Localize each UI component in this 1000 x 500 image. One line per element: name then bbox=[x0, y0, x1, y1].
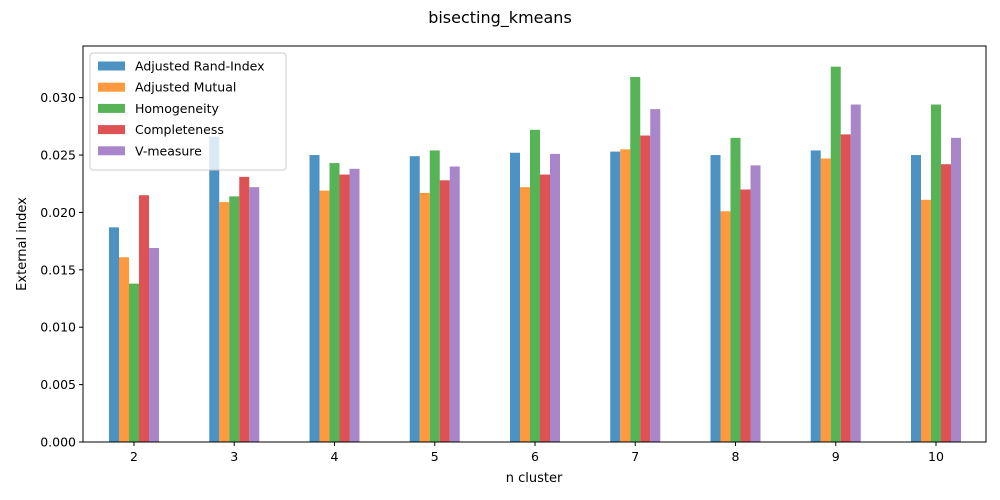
bar-homogeneity-4 bbox=[329, 163, 340, 442]
bar-adjusted-mutual-3 bbox=[219, 202, 230, 442]
bar-completeness-6 bbox=[540, 174, 550, 442]
bar-adjusted-rand-index-8 bbox=[710, 155, 721, 443]
y-tick-label: 0.005 bbox=[40, 377, 76, 392]
x-tick-label: 10 bbox=[928, 449, 944, 464]
bar-adjusted-rand-index-7 bbox=[610, 151, 621, 442]
legend-label: Homogeneity bbox=[135, 101, 219, 116]
bar-homogeneity-5 bbox=[429, 150, 440, 442]
bar-adjusted-rand-index-3 bbox=[209, 136, 220, 442]
bar-homogeneity-2 bbox=[129, 283, 139, 442]
x-tick-label: 8 bbox=[732, 449, 740, 464]
legend-swatch bbox=[98, 146, 125, 156]
bar-homogeneity-9 bbox=[830, 66, 841, 442]
bar-adjusted-mutual-5 bbox=[419, 192, 430, 442]
bar-adjusted-mutual-9 bbox=[820, 158, 831, 443]
bar-completeness-3 bbox=[239, 176, 250, 442]
legend-label: V-measure bbox=[135, 143, 202, 158]
bar-adjusted-mutual-4 bbox=[319, 190, 330, 442]
legend: Adjusted Rand-Index Adjusted Mutual Homoge… bbox=[89, 52, 287, 171]
bar-adjusted-rand-index-2 bbox=[109, 227, 119, 442]
legend-swatch bbox=[98, 82, 125, 92]
bar-homogeneity-3 bbox=[229, 196, 240, 442]
bar-adjusted-rand-index-10 bbox=[911, 155, 921, 443]
x-tick-label: 6 bbox=[531, 449, 539, 464]
x-tick-label: 5 bbox=[431, 449, 439, 464]
legend-swatch bbox=[98, 125, 125, 135]
y-tick-label: 0.015 bbox=[40, 262, 76, 277]
bar-adjusted-rand-index-6 bbox=[510, 152, 520, 442]
y-tick-label: 0.020 bbox=[40, 205, 76, 220]
bars-layer bbox=[109, 66, 961, 443]
x-axis-title: n cluster bbox=[506, 471, 563, 486]
bar-v-measure-2 bbox=[149, 248, 159, 442]
bar-homogeneity-7 bbox=[630, 76, 641, 443]
x-tick-label: 4 bbox=[331, 449, 339, 464]
chart-title: bisecting_kmeans bbox=[428, 8, 572, 28]
legend-swatch bbox=[98, 61, 125, 71]
y-tick-label: 0.010 bbox=[40, 320, 76, 335]
x-tick-label: 3 bbox=[230, 449, 238, 464]
bar-adjusted-rand-index-5 bbox=[409, 156, 420, 442]
legend-box bbox=[89, 52, 287, 171]
bar-completeness-7 bbox=[640, 135, 651, 442]
bar-completeness-10 bbox=[941, 164, 951, 443]
bar-completeness-8 bbox=[740, 189, 751, 442]
bar-completeness-2 bbox=[139, 195, 149, 442]
y-tick-label: 0.025 bbox=[40, 148, 76, 163]
x-tick-label: 9 bbox=[832, 449, 840, 464]
x-tick-label: 7 bbox=[631, 449, 639, 464]
bar-homogeneity-10 bbox=[931, 104, 941, 442]
legend-label: Completeness bbox=[135, 122, 224, 137]
bar-v-measure-3 bbox=[249, 187, 260, 442]
bar-adjusted-rand-index-4 bbox=[309, 155, 320, 443]
y-axis: 0.000 0.005 0.010 0.015 0.020 0.025 0.030 bbox=[40, 90, 83, 450]
bar-v-measure-10 bbox=[951, 137, 961, 442]
bar-adjusted-mutual-2 bbox=[119, 257, 129, 442]
bar-v-measure-8 bbox=[750, 165, 761, 442]
bar-v-measure-4 bbox=[349, 168, 360, 442]
bar-adjusted-mutual-7 bbox=[620, 149, 631, 443]
bar-adjusted-mutual-10 bbox=[921, 199, 931, 442]
bar-completeness-4 bbox=[339, 174, 350, 442]
x-tick-label: 2 bbox=[130, 449, 138, 464]
bar-v-measure-6 bbox=[550, 153, 560, 442]
y-tick-label: 0.030 bbox=[40, 90, 76, 105]
bar-v-measure-9 bbox=[850, 104, 861, 442]
bar-v-measure-5 bbox=[449, 166, 460, 442]
y-axis-title: External index bbox=[15, 197, 30, 291]
bar-homogeneity-6 bbox=[530, 129, 540, 443]
legend-label: Adjusted Rand-Index bbox=[135, 59, 265, 74]
bar-completeness-9 bbox=[840, 134, 851, 442]
bar-v-measure-7 bbox=[650, 109, 661, 442]
bar-homogeneity-8 bbox=[730, 137, 741, 442]
legend-swatch bbox=[98, 103, 125, 113]
bar-adjusted-mutual-6 bbox=[520, 187, 530, 442]
bar-completeness-5 bbox=[439, 180, 450, 443]
bar-adjusted-rand-index-9 bbox=[810, 150, 821, 442]
y-tick-label: 0.000 bbox=[40, 435, 76, 450]
bar-adjusted-mutual-8 bbox=[720, 211, 731, 442]
legend-label: Adjusted Mutual bbox=[135, 80, 236, 95]
x-axis: 2 3 4 5 6 7 8 9 10 bbox=[130, 442, 944, 464]
